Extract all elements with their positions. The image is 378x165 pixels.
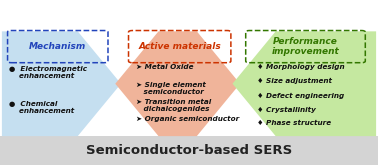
Text: ●  Chemical
    enhancement: ● Chemical enhancement <box>9 101 74 114</box>
Text: ♦ Size adjustment: ♦ Size adjustment <box>257 78 332 84</box>
Polygon shape <box>232 31 376 136</box>
Text: ➤ Metal Oxide: ➤ Metal Oxide <box>136 64 194 70</box>
Polygon shape <box>115 31 240 136</box>
Text: ♦ Defect engineering: ♦ Defect engineering <box>257 92 344 99</box>
Text: ♦ Phase structure: ♦ Phase structure <box>257 120 331 126</box>
Text: Performance
improvement: Performance improvement <box>272 37 339 56</box>
Text: ♦ Crystallinity: ♦ Crystallinity <box>257 106 316 113</box>
Text: ♦ Morphology design: ♦ Morphology design <box>257 64 345 70</box>
Text: ➤ Transition metal
   dichalcogenides: ➤ Transition metal dichalcogenides <box>136 99 211 112</box>
Text: Mechanism: Mechanism <box>29 42 87 51</box>
Text: ●  Electromagnetic
    enhancement: ● Electromagnetic enhancement <box>9 66 87 79</box>
Text: ➤ Single element
   semiconductor: ➤ Single element semiconductor <box>136 82 206 95</box>
Polygon shape <box>2 31 121 136</box>
Text: Semiconductor-based SERS: Semiconductor-based SERS <box>86 144 292 157</box>
Text: Active materials: Active materials <box>138 42 221 51</box>
FancyBboxPatch shape <box>0 136 378 165</box>
Text: ➤ Organic semiconductor: ➤ Organic semiconductor <box>136 116 239 122</box>
